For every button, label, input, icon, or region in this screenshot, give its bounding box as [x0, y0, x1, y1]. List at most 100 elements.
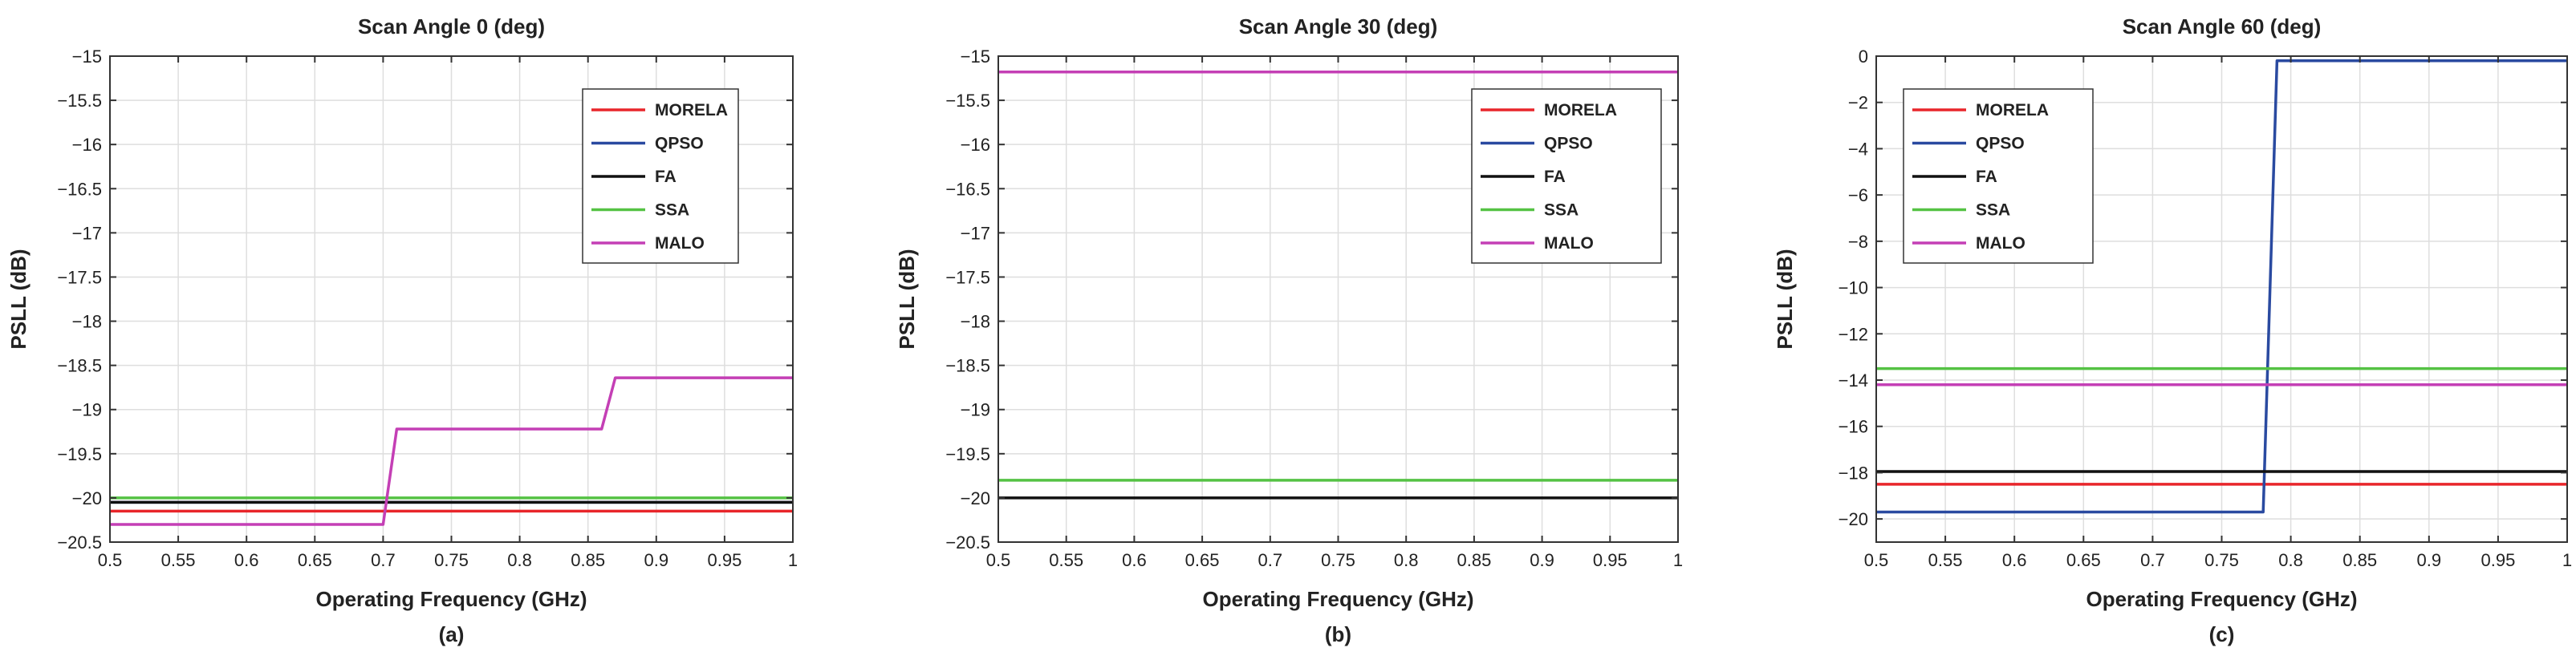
y-tick-label: −8 — [1848, 232, 1868, 252]
legend-label-ssa: SSA — [655, 201, 689, 220]
y-tick-label: −10 — [1839, 278, 1868, 298]
x-tick-label: 0.75 — [1321, 550, 1355, 570]
x-tick-label: 0.7 — [2140, 550, 2165, 570]
legend-label-fa: FA — [1976, 168, 1997, 186]
y-tick-label: −18 — [1839, 463, 1868, 483]
y-axis-label: PSLL (dB) — [1773, 249, 1797, 349]
legend-label-fa: FA — [1544, 168, 1566, 186]
series-line-qpso — [1876, 59, 2567, 514]
x-tick-label: 0.55 — [1928, 550, 1963, 570]
y-tick-label: −20 — [72, 488, 102, 508]
x-tick-label: 0.95 — [1593, 550, 1627, 570]
legend-label-morela: MORELA — [655, 101, 728, 119]
y-tick-label: −18.5 — [57, 356, 102, 376]
y-tick-label: −16 — [1839, 417, 1868, 437]
x-tick-label: 0.65 — [1185, 550, 1220, 570]
legend-label-morela: MORELA — [1976, 101, 2049, 119]
legend: MORELA QPSO FA SSA MALO — [1903, 88, 2094, 264]
legend: MORELA QPSO FA SSA MALO — [1471, 88, 1662, 264]
legend-label-morela: MORELA — [1544, 101, 1617, 119]
y-tick-label: −19.5 — [945, 444, 990, 464]
chart-1: 0.5 0.55 0.6 0.65 0.7 0.75 0.8 0.85 0.9 0.95 1 −20.… — [895, 14, 1683, 646]
x-axis-label: Operating Frequency (GHz) — [2086, 587, 2357, 611]
y-tick-label: −12 — [1839, 324, 1868, 344]
x-tick-label: 0.85 — [2342, 550, 2377, 570]
y-tick-label: −19 — [961, 400, 990, 420]
x-tick-label: 1 — [2562, 550, 2572, 570]
legend-label-fa: FA — [655, 168, 677, 186]
x-tick-label: 0.55 — [161, 550, 196, 570]
y-tick-label: −20 — [961, 488, 990, 508]
figure-caption: (a) — [439, 622, 465, 646]
y-tick-label: −15 — [72, 47, 102, 67]
y-tick-label: −18 — [961, 312, 990, 332]
y-tick-label: −17.5 — [57, 267, 102, 287]
x-tick-label: 0.8 — [507, 550, 532, 570]
x-tick-label: 0.5 — [1864, 550, 1889, 570]
legend-label-qpso: QPSO — [1544, 135, 1593, 153]
y-axis-label: PSLL (dB) — [6, 249, 30, 349]
y-axis-label: PSLL (dB) — [895, 249, 919, 349]
legend-label-malo: MALO — [1544, 234, 1594, 253]
y-tick-label: −14 — [1839, 370, 1868, 391]
y-tick-label: −6 — [1848, 185, 1868, 205]
chart-title: Scan Angle 60 (deg) — [2123, 14, 2322, 38]
y-tick-label: −20.5 — [57, 532, 102, 553]
x-tick-label: 0.65 — [2066, 550, 2101, 570]
y-tick-label: −20.5 — [945, 532, 990, 553]
y-tick-label: −19 — [72, 400, 102, 420]
y-tick-label: −18.5 — [945, 356, 990, 376]
figure-caption: (b) — [1325, 622, 1351, 646]
y-tick-label: −16.5 — [57, 179, 102, 199]
x-tick-label: 0.95 — [707, 550, 742, 570]
x-axis-label: Operating Frequency (GHz) — [1202, 587, 1473, 611]
x-tick-label: 0.65 — [298, 550, 332, 570]
x-tick-label: 0.6 — [2002, 550, 2027, 570]
y-tick-label: −2 — [1848, 93, 1868, 113]
chart-title: Scan Angle 30 (deg) — [1239, 14, 1438, 38]
legend-label-qpso: QPSO — [655, 135, 704, 153]
legend-label-ssa: SSA — [1976, 201, 2010, 220]
x-tick-label: 0.8 — [2278, 550, 2303, 570]
x-tick-label: 0.6 — [234, 550, 259, 570]
x-tick-label: 0.9 — [1530, 550, 1554, 570]
x-tick-label: 1 — [788, 550, 798, 570]
legend-label-malo: MALO — [655, 234, 705, 253]
chart-title: Scan Angle 0 (deg) — [358, 14, 545, 38]
legend-label-malo: MALO — [1976, 234, 2025, 253]
y-tick-label: −16.5 — [945, 179, 990, 199]
x-tick-label: 0.5 — [98, 550, 123, 570]
y-tick-label: −15.5 — [945, 91, 990, 111]
x-tick-label: 0.85 — [1457, 550, 1491, 570]
x-tick-label: 0.8 — [1394, 550, 1419, 570]
legend: MORELA QPSO FA SSA MALO — [582, 88, 739, 264]
y-tick-label: 0 — [1859, 47, 1868, 67]
x-tick-label: 0.7 — [371, 550, 396, 570]
y-tick-label: −15.5 — [57, 91, 102, 111]
x-tick-label: 0.9 — [2417, 550, 2442, 570]
y-tick-label: −19.5 — [57, 444, 102, 464]
x-tick-label: 0.6 — [1122, 550, 1147, 570]
x-tick-label: 0.9 — [644, 550, 669, 570]
legend-label-ssa: SSA — [1544, 201, 1579, 220]
x-tick-label: 0.95 — [2481, 550, 2515, 570]
figure-caption: (c) — [2209, 622, 2235, 646]
y-tick-label: −15 — [961, 47, 990, 67]
chart-2: 0.5 0.55 0.6 0.65 0.7 0.75 0.8 0.85 0.9 0.95 1 −2 0 −… — [1773, 14, 2572, 646]
x-axis-label: Operating Frequency (GHz) — [315, 587, 587, 611]
y-tick-label: −17.5 — [945, 267, 990, 287]
x-tick-label: 0.75 — [434, 550, 469, 570]
chart-0: 0.5 0.55 0.6 0.65 0.7 0.75 0.8 0.85 0.9 0.95 1 −20.… — [6, 14, 798, 646]
x-tick-label: 0.55 — [1049, 550, 1083, 570]
y-tick-label: −16 — [961, 135, 990, 155]
y-tick-label: −16 — [72, 135, 102, 155]
x-tick-label: 0.5 — [986, 550, 1011, 570]
y-tick-label: −4 — [1848, 139, 1868, 159]
series-line-malo — [110, 376, 793, 526]
x-tick-label: 0.7 — [1258, 550, 1283, 570]
x-tick-label: 0.75 — [2204, 550, 2239, 570]
y-tick-label: −17 — [72, 223, 102, 243]
x-tick-label: 1 — [1673, 550, 1683, 570]
legend-label-qpso: QPSO — [1976, 135, 2025, 153]
